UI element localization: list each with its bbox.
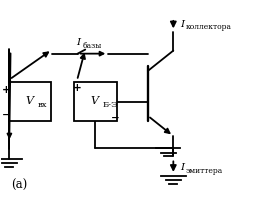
Text: I: I <box>180 162 184 171</box>
Text: I: I <box>76 37 80 46</box>
Text: −: − <box>2 110 11 120</box>
Text: V: V <box>90 95 98 105</box>
Text: +: + <box>72 82 81 92</box>
Text: I: I <box>180 20 184 29</box>
Text: −: − <box>111 113 120 123</box>
Text: Б-Э: Б-Э <box>103 100 118 108</box>
Text: (a): (a) <box>11 178 27 191</box>
Bar <box>74 82 116 122</box>
Text: базы: базы <box>82 41 102 49</box>
Text: +: + <box>2 84 11 94</box>
Text: вх: вх <box>38 100 47 108</box>
Bar <box>9 82 51 122</box>
Text: V: V <box>25 95 33 105</box>
Text: эмиттера: эмиттера <box>186 166 223 174</box>
Text: коллектора: коллектора <box>186 23 232 31</box>
